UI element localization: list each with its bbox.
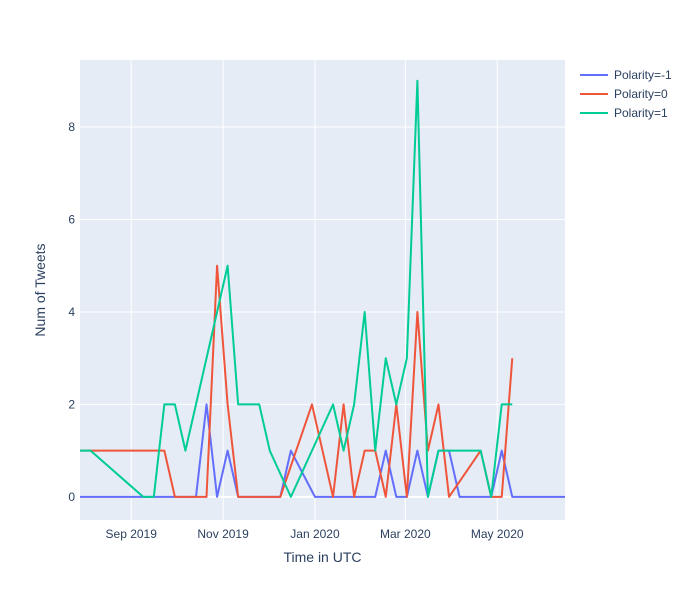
- y-tick-label: 6: [68, 212, 75, 226]
- x-tick-label: May 2020: [471, 527, 524, 541]
- y-tick-label: 4: [68, 305, 75, 319]
- legend-label: Polarity=0: [614, 87, 668, 101]
- y-axis-ticks: 0 2 4 6 8: [68, 120, 75, 504]
- x-axis-title: Time in UTC: [283, 549, 361, 565]
- y-tick-label: 8: [68, 120, 75, 134]
- series-line-3[interactable]: [80, 79, 513, 498]
- x-axis-ticks: Sep 2019 Nov 2019 Jan 2020 Mar 2020 May 2020: [106, 527, 524, 541]
- y-axis-title: Num of Tweets: [32, 243, 48, 336]
- x-tick-label: Jan 2020: [290, 527, 340, 541]
- x-tick-label: Nov 2019: [197, 527, 249, 541]
- x-tick-label: Sep 2019: [106, 527, 158, 541]
- legend-item[interactable]: Polarity=-1: [580, 68, 672, 82]
- series-line-2[interactable]: [80, 264, 514, 498]
- legend-item[interactable]: Polarity=0: [580, 87, 668, 101]
- y-tick-label: 0: [68, 490, 75, 504]
- legend-label: Polarity=-1: [614, 68, 672, 82]
- legend-label: Polarity=1: [614, 106, 668, 120]
- y-tick-label: 2: [68, 397, 75, 411]
- legend[interactable]: Polarity=-1 Polarity=0 Polarity=1: [580, 68, 672, 120]
- legend-item[interactable]: Polarity=1: [580, 106, 668, 120]
- x-tick-label: Mar 2020: [380, 527, 431, 541]
- series-lines: [80, 79, 565, 498]
